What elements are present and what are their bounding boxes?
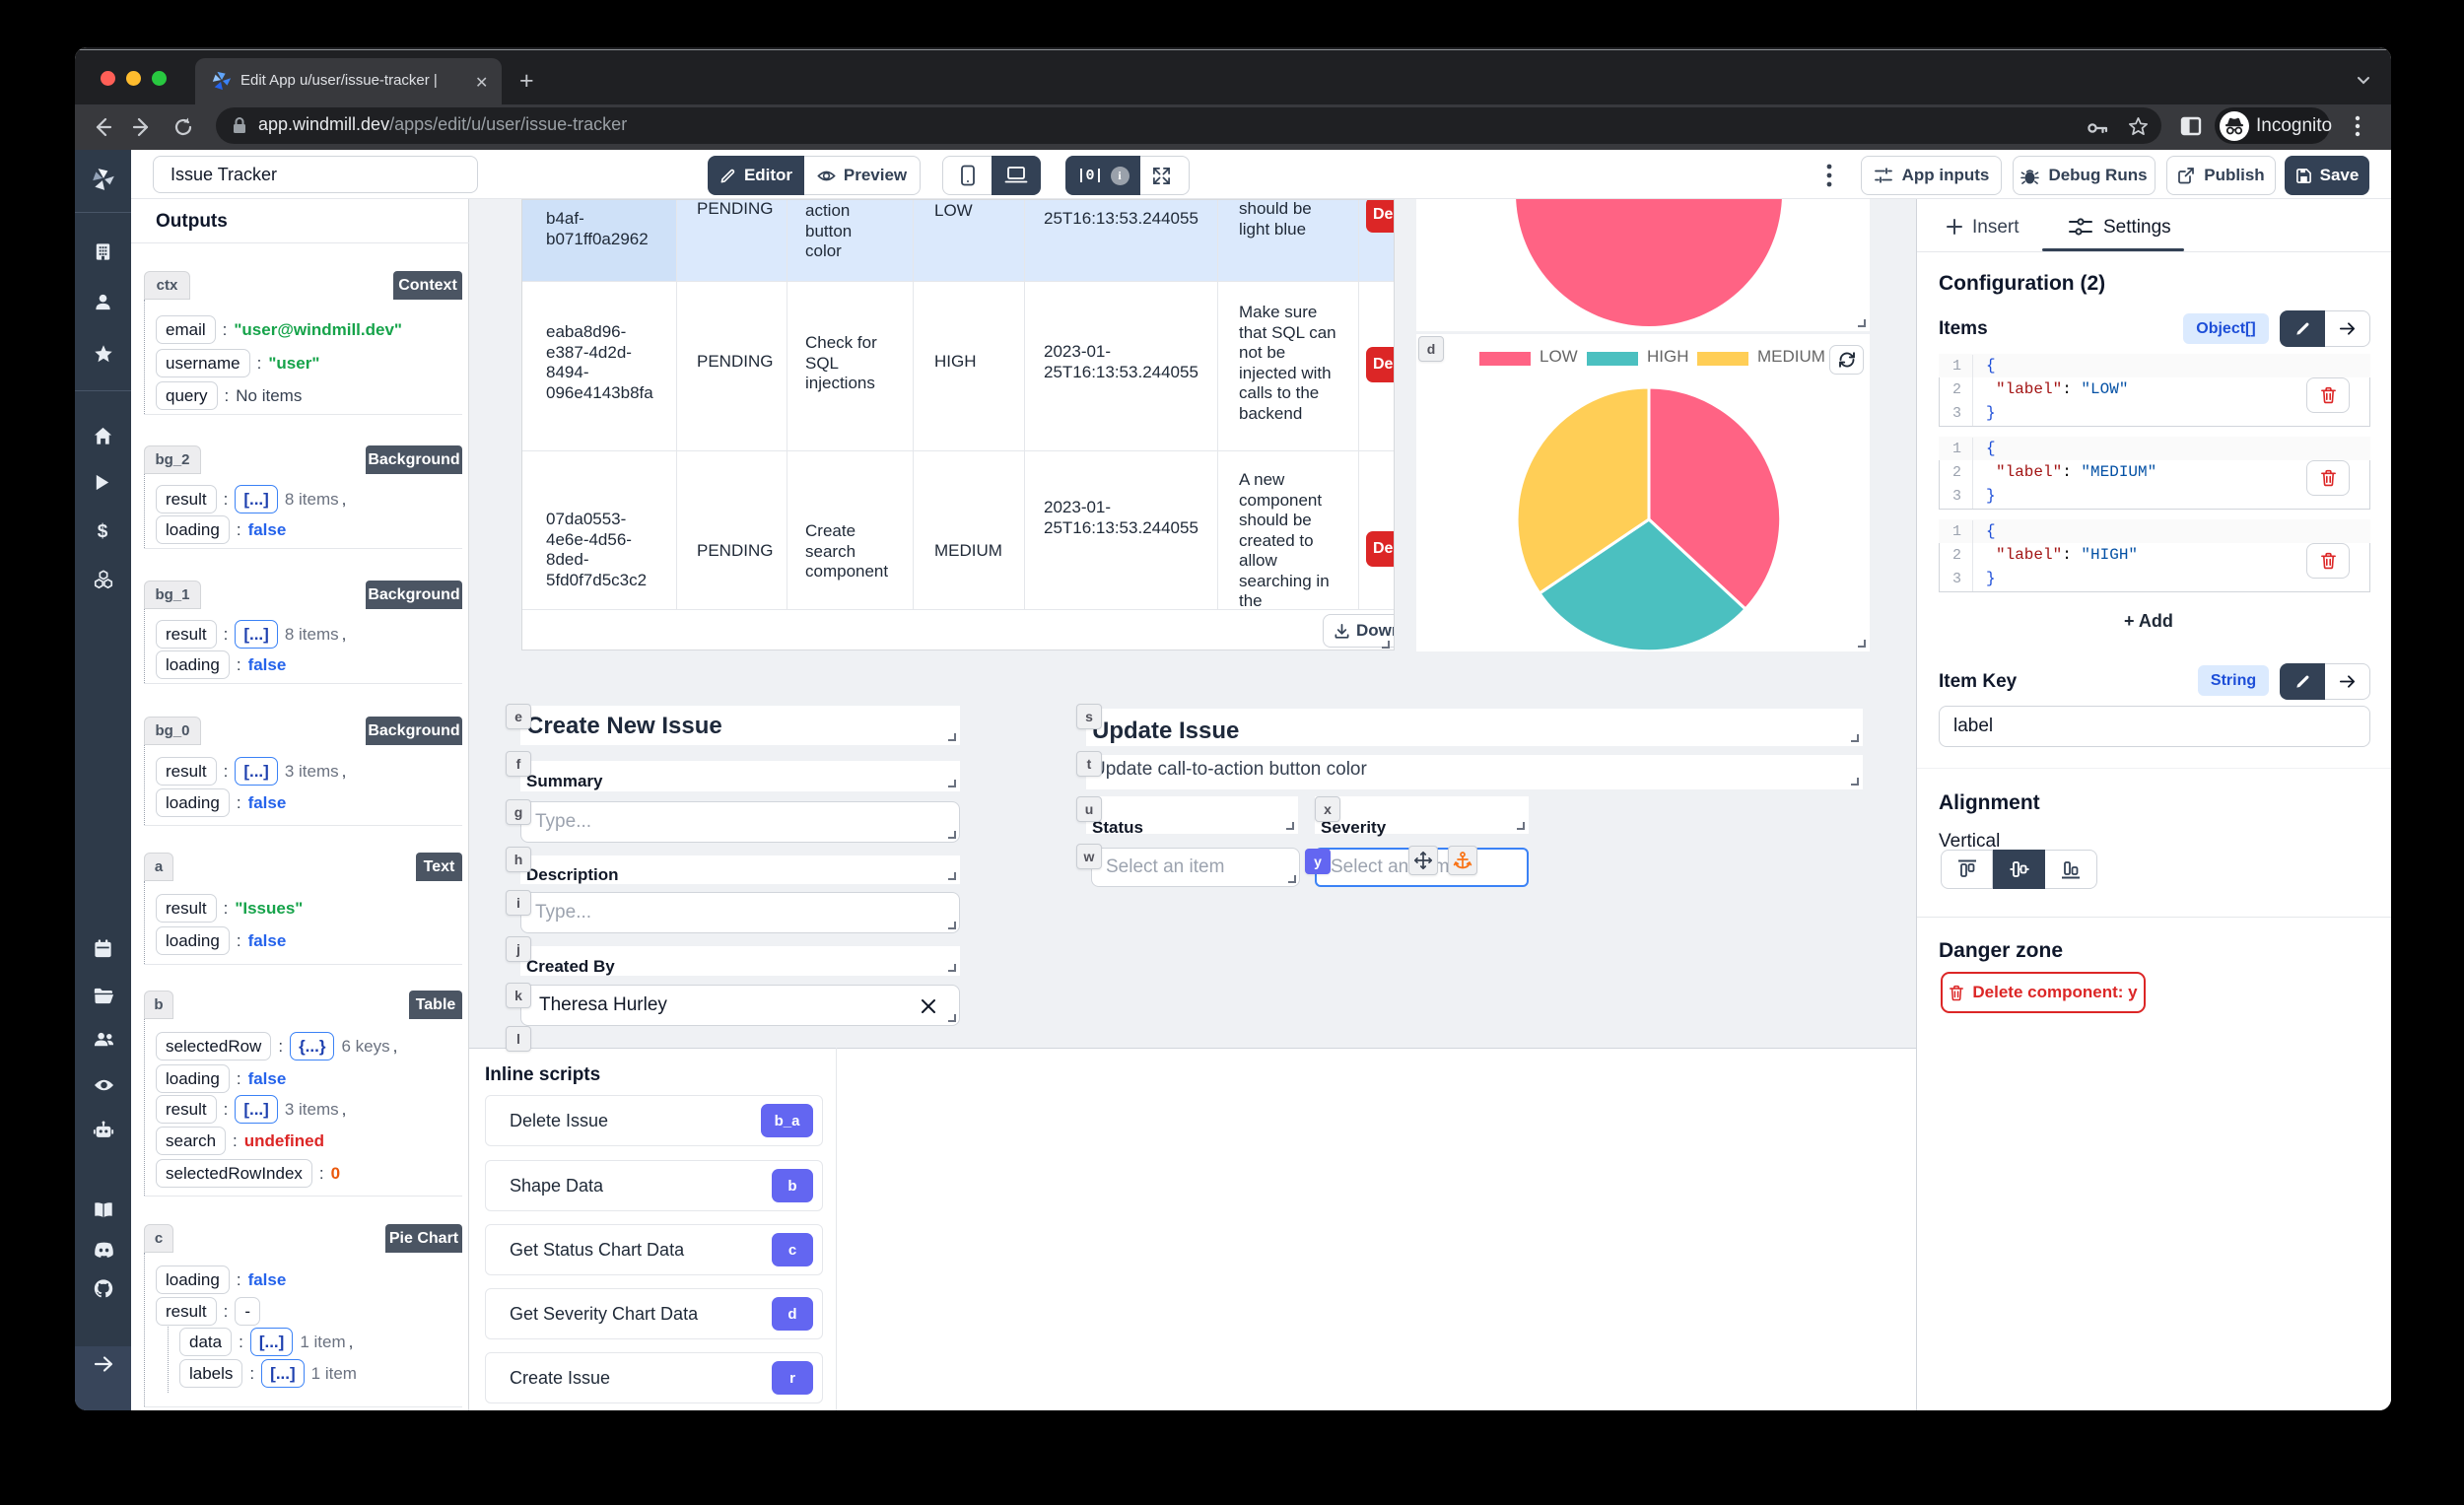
svg-text:$: $ bbox=[98, 521, 108, 542]
